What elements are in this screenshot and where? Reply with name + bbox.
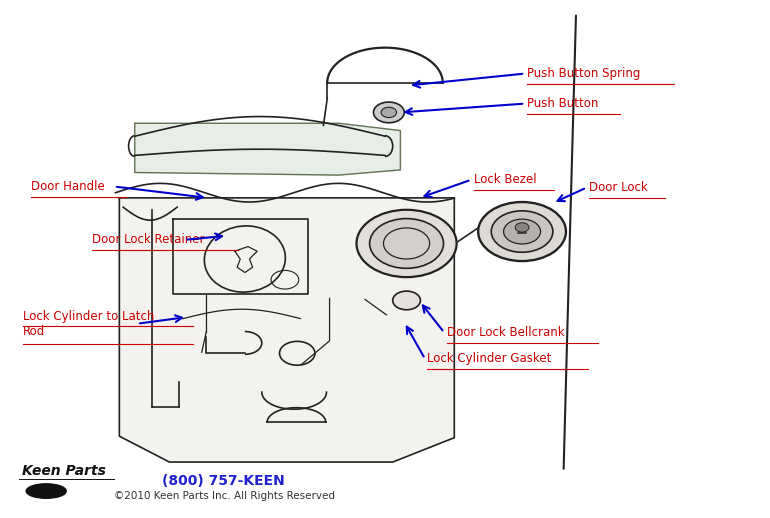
Circle shape xyxy=(370,219,444,268)
Polygon shape xyxy=(135,123,400,175)
Circle shape xyxy=(381,107,397,118)
Text: Push Button Spring: Push Button Spring xyxy=(527,67,641,80)
Text: Lock Bezel: Lock Bezel xyxy=(474,173,536,186)
Circle shape xyxy=(504,219,541,244)
Text: Door Lock Retainer: Door Lock Retainer xyxy=(92,233,205,247)
Text: Lock Cylinder to Latch
Rod: Lock Cylinder to Latch Rod xyxy=(23,310,155,338)
Text: Keen Parts: Keen Parts xyxy=(22,464,105,479)
Circle shape xyxy=(393,291,420,310)
Text: ©2010 Keen Parts Inc. All Rights Reserved: ©2010 Keen Parts Inc. All Rights Reserve… xyxy=(114,491,335,501)
Text: (800) 757-KEEN: (800) 757-KEEN xyxy=(162,473,284,488)
Text: Door Handle: Door Handle xyxy=(31,180,105,193)
Text: Door Lock: Door Lock xyxy=(589,181,648,194)
Text: Lock Cylinder Gasket: Lock Cylinder Gasket xyxy=(427,352,552,366)
Ellipse shape xyxy=(26,484,66,498)
Text: Door Lock Bellcrank: Door Lock Bellcrank xyxy=(447,326,564,339)
Circle shape xyxy=(373,102,404,123)
Circle shape xyxy=(478,202,566,261)
Circle shape xyxy=(357,210,457,277)
Circle shape xyxy=(515,223,529,232)
Text: Push Button: Push Button xyxy=(527,97,599,110)
Circle shape xyxy=(491,211,553,252)
Polygon shape xyxy=(119,198,454,462)
